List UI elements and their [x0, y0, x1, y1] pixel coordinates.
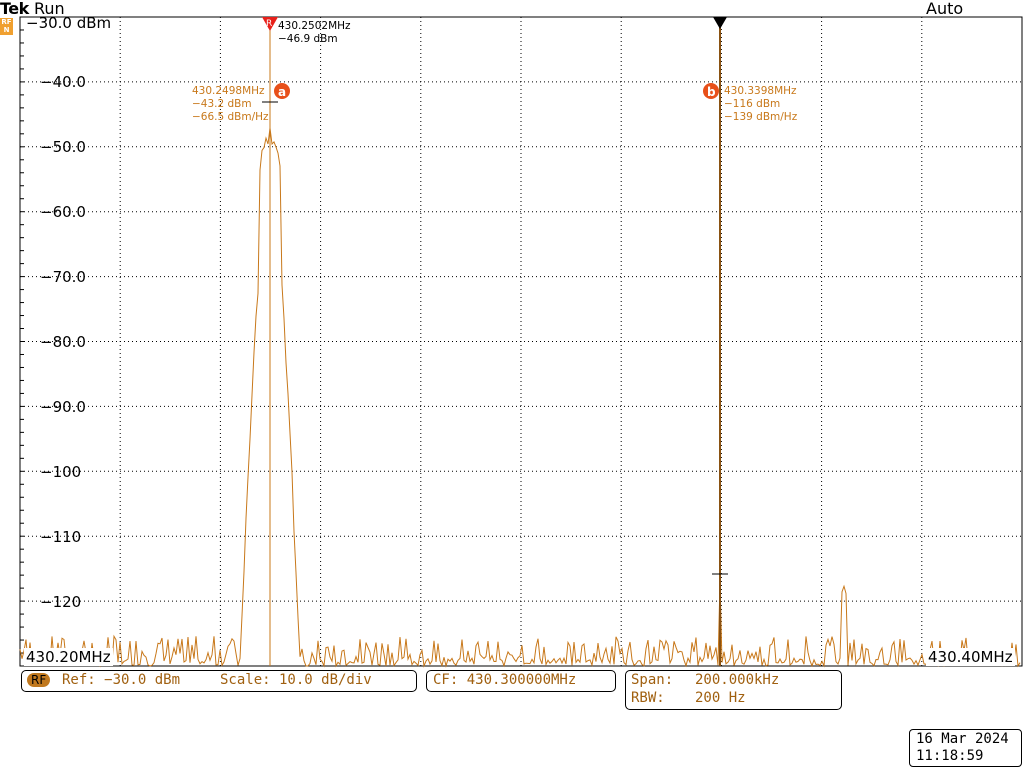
date-readout: 16 Mar 2024	[916, 731, 1009, 747]
span-value: 200.000kHz	[695, 672, 780, 688]
marker-a-readout: 430.2498MHz −43.2 dBm −66.5 dBm/Hz	[192, 85, 269, 124]
y-axis-label: −70.0	[40, 268, 86, 286]
tek-logo: Tek	[0, 0, 29, 18]
center-frequency-readout: CF: 430.300000MHz	[433, 672, 577, 688]
span-rbw-box[interactable]: Span: 200.000kHz RBW: 200 Hz	[625, 670, 842, 710]
center-frequency-box[interactable]: CF: 430.300000MHz	[426, 670, 616, 692]
trigger-mode: Auto	[926, 0, 964, 18]
marker-b-triangle[interactable]	[713, 17, 727, 29]
y-axis-label: −50.0	[40, 138, 86, 156]
y-axis-label: −60.0	[40, 203, 86, 221]
rbw-value: 200 Hz	[695, 690, 746, 706]
reference-marker-triangle[interactable]	[262, 17, 278, 31]
y-axis-label: −80.0	[40, 333, 86, 351]
y-axis-label: −110	[40, 528, 82, 546]
reference-marker-level: −46.9 dBm	[278, 33, 338, 45]
marker-b-badge-letter: b	[707, 85, 716, 99]
spectrum-trace	[19, 127, 1021, 668]
y-axis-label: −100	[40, 463, 82, 481]
graticule	[19, 16, 1023, 667]
y-axis-label: −120	[40, 593, 82, 611]
rf-source-pill: RF	[27, 673, 51, 687]
marker-b-readout: 430.3398MHz −116 dBm −139 dBm/Hz	[724, 85, 797, 124]
marker-b-badge-icon[interactable]	[703, 83, 719, 99]
reference-marker-readout: 430.2502MHz −46.9 dBm	[278, 20, 351, 46]
marker-a-badge-icon[interactable]	[274, 83, 290, 99]
marker-b-level: −116 dBm	[724, 98, 781, 110]
marker-b-density: −139 dBm/Hz	[724, 111, 798, 123]
stop-frequency-label: 430.40MHz	[926, 648, 1015, 666]
acquisition-state: Run	[34, 0, 65, 18]
marker-a-freq: 430.2498MHz	[192, 85, 265, 97]
rbw-label: RBW:	[631, 690, 665, 706]
ref-scale-box[interactable]: RF Ref: −30.0 dBm Scale: 10.0 dB/div	[21, 670, 417, 692]
reference-level-label: −30.0 dBm	[26, 14, 112, 32]
span-label: Span:	[631, 672, 674, 688]
y-axis-label: −90.0	[40, 398, 86, 416]
y-axis-label: −40.0	[40, 73, 86, 91]
start-frequency-label: 430.20MHz	[24, 648, 113, 666]
marker-a-density: −66.5 dBm/Hz	[192, 111, 269, 123]
date-time-box: 16 Mar 2024 11:18:59	[909, 729, 1022, 767]
rf-channel-badge: RF N	[0, 18, 13, 35]
ref-readout: Ref: −30.0 dBm	[62, 672, 181, 688]
marker-b-freq: 430.3398MHz	[724, 85, 797, 97]
reference-marker-r: R	[266, 19, 272, 29]
time-readout: 11:18:59	[916, 748, 984, 764]
marker-a-badge-letter: a	[278, 85, 286, 99]
reference-marker-freq: 430.2502MHz	[278, 20, 351, 32]
marker-a-level: −43.2 dBm	[192, 98, 252, 110]
scale-readout: Scale: 10.0 dB/div	[220, 672, 372, 688]
